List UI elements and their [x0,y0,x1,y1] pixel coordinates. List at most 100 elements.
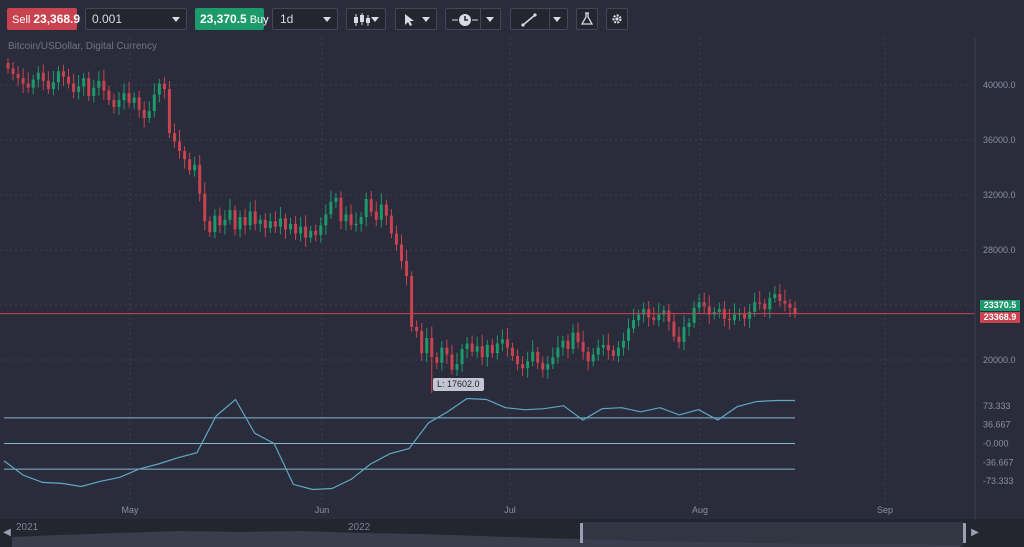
chevron-down-icon [486,17,494,22]
candle-body [389,215,393,234]
candle-body [51,82,55,90]
candle-body [41,72,45,81]
candle-body [778,294,782,301]
candle-body [561,340,565,348]
candle-body [475,346,479,352]
candle-body [304,226,308,238]
navigator-handle-right[interactable] [963,523,966,543]
candle-body [485,344,489,358]
quantity-dropdown[interactable]: 0.001 [85,8,187,30]
candle-body [410,276,414,327]
time-button[interactable] [445,8,501,30]
candle-body [253,211,257,224]
quantity-value: 0.001 [92,12,123,26]
chevron-down-icon [553,17,561,22]
candle-body [753,302,757,312]
candle-body [339,197,343,222]
chart-type-button[interactable] [346,8,386,30]
settings-button[interactable] [606,8,628,30]
candle-body [198,164,202,194]
navigator-handle-left[interactable] [580,523,583,543]
candle-body [379,204,383,220]
candle-body [516,355,520,365]
candle-body [142,109,146,118]
drawing-tool-button[interactable] [510,8,568,30]
candle-body [480,346,484,358]
candle-body [531,351,535,362]
candle-body [82,78,86,87]
buy-price: 23,370.5 [200,12,247,26]
candle-body [193,164,197,171]
candle-body [97,80,101,88]
candle-body [768,298,772,310]
cursor-button[interactable] [395,8,437,30]
sell-button[interactable]: Sell 23,368.9 [7,8,80,30]
candle-body [727,318,731,321]
candle-body [611,350,615,356]
candle-body [87,78,91,96]
candle-body [203,193,207,222]
navigator-year-label: 2022 [348,522,371,533]
buy-button[interactable]: 23,370.5 Buy [195,8,269,30]
candle-body [319,225,323,235]
clock-icon [452,14,478,26]
candle-body [732,314,736,321]
candle-body [309,230,313,238]
candle-body [238,217,242,230]
navigator-right-arrow[interactable]: ▶ [971,527,979,538]
candle-body [278,218,282,227]
timeframe-dropdown[interactable]: 1d [272,8,338,30]
candle-body [697,302,701,308]
candlestick-icon [354,13,370,26]
candle-body [167,89,171,134]
toolbar: Sell 23,368.9 0.001 23,370.5 Buy 1d [0,0,1024,38]
divider [549,9,550,29]
candle-body [137,97,141,110]
candle-body [430,338,434,358]
chevron-down-icon [323,17,331,22]
candle-body [359,217,363,224]
candle-body [687,322,691,327]
navigator-year-label: 2021 [16,522,39,533]
candle-body [16,74,20,79]
candle-body [793,307,797,314]
candle-body [596,347,600,355]
candle-body [763,303,767,310]
month-label: May [121,505,139,515]
time-navigator[interactable]: ◀ 2021 2022 ▶ [0,519,1024,547]
candle-body [707,306,711,315]
candle-body [273,221,277,227]
navigator-left-arrow[interactable]: ◀ [3,527,11,538]
candle-body [556,347,560,358]
candle-body [112,100,116,107]
candle-body [268,221,272,228]
candle-body [566,340,570,349]
candle-body [606,344,610,351]
candle-body [783,300,787,304]
candle-body [162,83,166,90]
candle-body [263,219,267,228]
candle-body [218,215,222,226]
candle-body [415,327,419,332]
candle-body [228,210,232,220]
candle-body [546,364,550,370]
price-tick-label: 32000.0 [983,190,1016,200]
navigator-window[interactable] [583,522,963,546]
price-tick-label: 36000.0 [983,135,1016,145]
candle-body [541,362,545,370]
price-chart[interactable]: 40000.036000.032000.028000.024000.020000… [0,38,1024,519]
chevron-down-icon [172,17,180,22]
candle-body [460,349,464,365]
candle-body [157,83,161,95]
candle-body [667,310,671,322]
candle-body [576,332,580,343]
candle-body [46,80,50,90]
candle-body [102,80,106,91]
candle-body [672,321,676,337]
oscillator-line [3,397,795,491]
gear-icon [612,14,622,24]
indicators-button[interactable] [576,8,598,30]
candle-body [233,210,237,230]
oscillator-tick-label: 73.333 [983,401,1011,411]
sell-label: Sell [12,14,31,26]
